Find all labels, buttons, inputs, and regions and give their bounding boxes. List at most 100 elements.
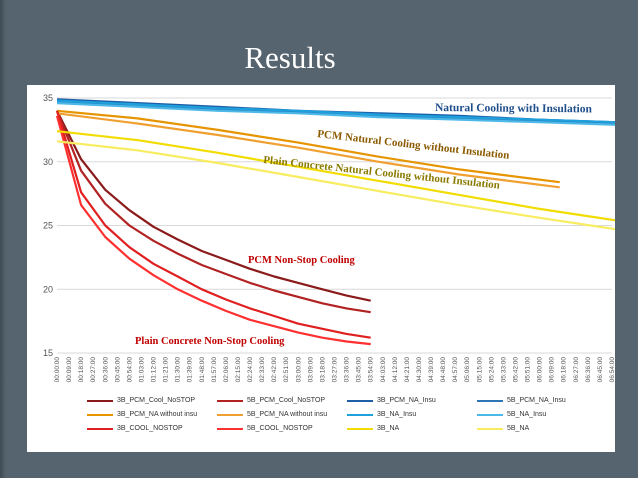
x-tick-label: 00:54:00 [126,357,133,383]
legend-label: 5B_NA_Insu [507,411,547,418]
series-line [56,102,615,126]
x-tick-label: 02:51:00 [283,357,290,383]
x-tick-label: 03:09:00 [307,357,314,383]
legend-label: 3B_PCM_Cool_NoSTOP [117,397,196,404]
x-tick-label: 00:09:00 [66,357,73,383]
legend-item: 3B_NA [347,425,399,432]
legend-label: 5B_COOL_NOSTOP [247,425,313,432]
legend-label: 5B_PCM_Cool_NoSTOP [247,397,326,404]
x-tick-label: 05:24:00 [488,357,495,383]
legend-label: 3B_NA_Insu [377,411,417,418]
x-tick-label: 04:12:00 [392,357,399,383]
series-line [56,99,615,124]
legend-label: 3B_NA [377,425,400,432]
y-tick-label: 25 [43,221,53,231]
x-tick-label: 04:48:00 [440,357,447,383]
series-line [56,110,371,302]
y-tick-label: 35 [43,93,53,103]
legend-label: 3B_PCM_NA without insu [117,411,198,418]
x-tick-label: 04:21:00 [404,357,411,383]
x-tick-label: 01:57:00 [211,357,218,383]
series-line [56,130,615,222]
x-tick-label: 06:00:00 [537,357,544,383]
chart-annotation: Natural Cooling with Insulation [435,102,593,115]
legend-item: 5B_COOL_NOSTOP [217,425,313,432]
legend-item: 5B_NA [477,425,529,432]
legend-swatch [217,399,243,402]
x-tick-label: 00:45:00 [114,357,121,383]
x-tick-label: 00:27:00 [90,357,97,383]
x-tick-label: 02:42:00 [271,357,278,383]
x-tick-label: 03:00:00 [295,357,302,383]
legend-label: 5B_PCM_NA without insu [247,411,328,418]
x-tick-label: 03:27:00 [332,357,339,383]
slide-title: Results [244,40,336,75]
x-tick-label: 06:09:00 [549,357,556,383]
series-line [55,110,371,314]
legend-swatch [477,399,503,402]
chart-annotation: PCM Non-Stop Cooling [248,255,356,266]
chart-panel: 15 20 25 30 35 00:00:00 00:09:00 00:18:00 00:27:… [27,85,615,452]
legend-label: 5B_NA [507,425,530,432]
x-tick-label: 00:00:00 [54,357,61,383]
x-tick-label: 03:45:00 [356,357,363,383]
x-tick-label: 02:06:00 [223,357,230,383]
x-tick-label: 01:21:00 [163,357,170,383]
x-tick-label: 02:15:00 [235,357,242,383]
x-tick-label: 04:03:00 [380,357,387,383]
x-tick-label: 01:12:00 [151,357,158,383]
y-tick-label: 30 [43,157,53,167]
x-tick-label: 04:57:00 [452,357,459,383]
x-tick-label: 05:33:00 [500,357,507,383]
chart-annotation: Plain Concrete Non-Stop Cooling [135,336,285,347]
x-tick-label: 01:30:00 [175,357,182,383]
x-tick-label: 00:36:00 [102,357,109,383]
legend-item: 3B_COOL_NOSTOP [87,425,183,432]
legend-label: 3B_PCM_NA_Insu [377,397,436,404]
legend-item: 5B_PCM_NA_Insu [477,397,566,404]
x-tick-label: 05:06:00 [464,357,471,383]
legend-swatch [347,427,373,430]
x-tick-label: 06:27:00 [573,357,580,383]
x-tick-label: 04:39:00 [428,357,435,383]
legend-label: 3B_COOL_NOSTOP [117,425,183,432]
x-tick-label: 06:54:00 [609,357,615,383]
legend-swatch [347,399,373,402]
x-tick-label: 05:51:00 [525,357,532,383]
legend-item: 3B_NA_Insu [347,411,416,418]
legend-swatch [87,413,113,416]
x-tick-label: 04:30:00 [416,357,423,383]
legend-swatch [87,427,113,430]
x-tick-label: 01:48:00 [199,357,206,383]
series-line [56,100,615,125]
line-chart: 15 20 25 30 35 00:00:00 00:09:00 00:18:00 00:27:… [43,93,615,383]
series-line [55,115,371,346]
legend-swatch [217,413,243,416]
x-tick-label: 01:39:00 [187,357,194,383]
chart-annotation: Plain Concrete Natural Cooling without I… [263,154,501,192]
slide-border [0,0,6,478]
legend-swatch [217,427,243,430]
legend-item: 5B_NA_Insu [477,411,546,418]
legend-item: 5B_PCM_Cool_NoSTOP [217,397,325,404]
series-line [56,112,560,189]
x-tick-label: 06:18:00 [561,357,568,383]
x-tick-label: 03:36:00 [344,357,351,383]
series-line [55,110,371,339]
x-tick-label: 05:15:00 [476,357,483,383]
legend-swatch [87,399,113,402]
x-tick-label: 05:42:00 [512,357,519,383]
x-tick-label: 03:54:00 [368,357,375,383]
x-tick-label: 02:24:00 [247,357,254,383]
legend-label: 5B_PCM_NA_Insu [507,397,566,404]
legend-item: 3B_PCM_NA_Insu [347,397,436,404]
legend-item: 3B_PCM_Cool_NoSTOP [87,397,195,404]
x-tick-label: 02:33:00 [259,357,266,383]
legend-item: 3B_PCM_NA without insu [87,411,197,418]
legend-swatch [477,413,503,416]
x-tick-label: 00:18:00 [78,357,85,383]
legend-swatch [347,413,373,416]
x-tick-label: 06:36:00 [585,357,592,383]
x-tick-label: 01:03:00 [138,357,145,383]
legend-swatch [477,427,503,430]
